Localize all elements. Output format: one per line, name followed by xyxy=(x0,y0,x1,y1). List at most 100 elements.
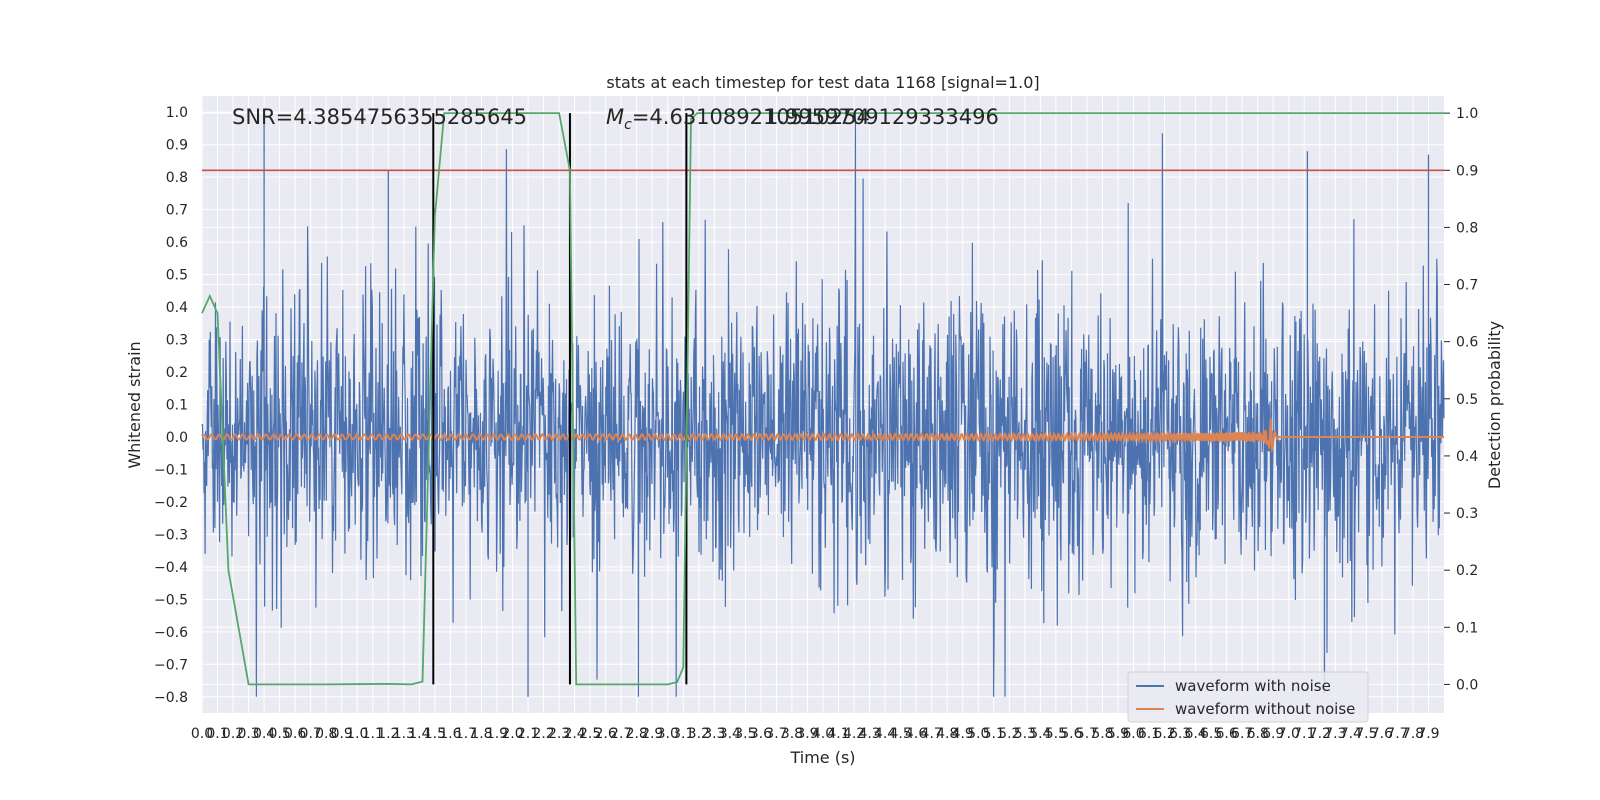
x-tick-label: 2.3 xyxy=(548,726,570,742)
x-tick-label: 1.6 xyxy=(439,726,461,742)
overlap-annotation: 1.9959709129333496 xyxy=(765,105,999,129)
y2-tick-label: 0.2 xyxy=(1456,563,1478,579)
x-tick-label: 6.6 xyxy=(1216,726,1238,742)
y-tick-label: 0.8 xyxy=(166,170,188,186)
snr-annotation: SNR=4.3854756355285645 xyxy=(232,105,527,129)
y-axis-label: Whitened strain xyxy=(125,341,144,468)
x-tick-label: 6.8 xyxy=(1247,726,1269,742)
y2-tick-label: 0.6 xyxy=(1456,335,1478,351)
x-tick-label: 5.2 xyxy=(998,726,1020,742)
x-tick-label: 0.9 xyxy=(331,726,353,742)
x-tick-label: 2.9 xyxy=(641,726,663,742)
mc-annotation: Mc=4.631089210510254 xyxy=(606,105,870,133)
x-tick-label: 3.5 xyxy=(734,726,756,742)
x-tick-label: 7.0 xyxy=(1278,726,1300,742)
x-tick-label: 3.2 xyxy=(688,726,710,742)
x-tick-label: 4.5 xyxy=(889,726,911,742)
x-tick-label: 3.3 xyxy=(703,726,725,742)
x-tick-label: 6.3 xyxy=(1169,726,1191,742)
x-tick-label: 0.2 xyxy=(222,726,244,742)
y2-tick-label: 0.3 xyxy=(1456,506,1478,522)
y-tick-label: 0.2 xyxy=(166,365,188,381)
legend-box xyxy=(1127,671,1369,723)
x-tick-label: 7.5 xyxy=(1355,726,1377,742)
y2-axis-label: Detection probability xyxy=(1485,321,1504,489)
x-tick-label: 0.8 xyxy=(315,726,337,742)
y-tick-label: −0.6 xyxy=(154,625,188,641)
x-tick-label: 1.8 xyxy=(470,726,492,742)
x-tick-label: 7.6 xyxy=(1371,726,1393,742)
x-tick-label: 4.0 xyxy=(812,726,834,742)
x-tick-label: 5.1 xyxy=(983,726,1005,742)
x-tick-label: 1.7 xyxy=(455,726,477,742)
x-tick-label: 5.5 xyxy=(1045,726,1067,742)
x-tick-label: 2.1 xyxy=(517,726,539,742)
x-tick-label: 2.0 xyxy=(501,726,523,742)
x-tick-label: 1.3 xyxy=(393,726,415,742)
x-tick-label: 7.9 xyxy=(1417,726,1439,742)
x-tick-label: 7.7 xyxy=(1386,726,1408,742)
y-tick-label: 1.0 xyxy=(166,105,188,121)
x-tick-label: 1.0 xyxy=(346,726,368,742)
x-tick-label: 3.7 xyxy=(765,726,787,742)
x-tick-label: 6.1 xyxy=(1138,726,1160,742)
x-tick-label: 0.6 xyxy=(284,726,306,742)
y-tick-label: 0.5 xyxy=(166,268,188,284)
x-tick-label: 2.8 xyxy=(626,726,648,742)
x-tick-label: 0.5 xyxy=(268,726,290,742)
x-tick-label: 5.0 xyxy=(967,726,989,742)
y-tick-label: 0.6 xyxy=(166,235,188,251)
x-tick-label: 4.6 xyxy=(905,726,927,742)
y2-tick-label: 0.4 xyxy=(1456,449,1478,465)
y-tick-label: 0.0 xyxy=(166,430,188,446)
x-tick-label: 4.1 xyxy=(827,726,849,742)
y-tick-label: 0.1 xyxy=(166,398,188,414)
x-tick-label: 4.2 xyxy=(843,726,865,742)
x-tick-label: 4.9 xyxy=(952,726,974,742)
x-tick-label: 1.9 xyxy=(486,726,508,742)
x-tick-label: 0.4 xyxy=(253,726,275,742)
x-tick-label: 5.4 xyxy=(1029,726,1051,742)
y-tick-label: 0.7 xyxy=(166,203,188,219)
y2-tick-label: 0.9 xyxy=(1456,163,1478,179)
x-tick-label: 5.8 xyxy=(1091,726,1113,742)
x-tick-label: 3.4 xyxy=(719,726,741,742)
x-tick-label: 5.9 xyxy=(1107,726,1129,742)
y-tick-label: −0.8 xyxy=(154,690,188,706)
x-tick-label: 3.6 xyxy=(750,726,772,742)
y2-tick-label: 0.8 xyxy=(1456,220,1478,236)
x-tick-label: 1.1 xyxy=(362,726,384,742)
y-tick-label: 0.9 xyxy=(166,138,188,154)
y-tick-label: −0.7 xyxy=(154,657,188,673)
clean-waveform-line xyxy=(201,418,1444,454)
x-tick-label: 5.7 xyxy=(1076,726,1098,742)
x-tick-label: 7.4 xyxy=(1340,726,1362,742)
x-tick-label: 6.2 xyxy=(1153,726,1175,742)
x-tick-label: 0.0 xyxy=(191,726,213,742)
x-tick-label: 5.3 xyxy=(1014,726,1036,742)
mc-value: =4.631089210510254 xyxy=(632,105,870,129)
y2-tick-label: 0.7 xyxy=(1456,278,1478,294)
y-tick-label: −0.1 xyxy=(154,462,188,478)
x-tick-label: 3.1 xyxy=(672,726,694,742)
x-tick-label: 2.6 xyxy=(595,726,617,742)
detection-probability-line xyxy=(201,112,1444,686)
x-tick-labels: 0.00.10.20.30.40.50.60.70.80.91.01.11.21… xyxy=(191,726,1440,742)
y-tick-label: −0.3 xyxy=(154,527,188,543)
chart-title: stats at each timestep for test data 116… xyxy=(606,73,1039,92)
x-tick-label: 6.4 xyxy=(1184,726,1206,742)
y-tick-label: −0.5 xyxy=(154,592,188,608)
x-tick-label: 3.0 xyxy=(657,726,679,742)
x-tick-label: 1.4 xyxy=(408,726,430,742)
x-tick-label: 4.7 xyxy=(921,726,943,742)
x-tick-label: 2.4 xyxy=(563,726,585,742)
y-tick-label: 0.3 xyxy=(166,333,188,349)
x-tick-label: 3.9 xyxy=(796,726,818,742)
x-tick-label: 6.7 xyxy=(1231,726,1253,742)
x-tick-label: 7.3 xyxy=(1324,726,1346,742)
x-tick-label: 0.1 xyxy=(206,726,228,742)
x-tick-label: 2.2 xyxy=(532,726,554,742)
x-tick-label: 6.0 xyxy=(1122,726,1144,742)
x-tick-label: 1.2 xyxy=(377,726,399,742)
